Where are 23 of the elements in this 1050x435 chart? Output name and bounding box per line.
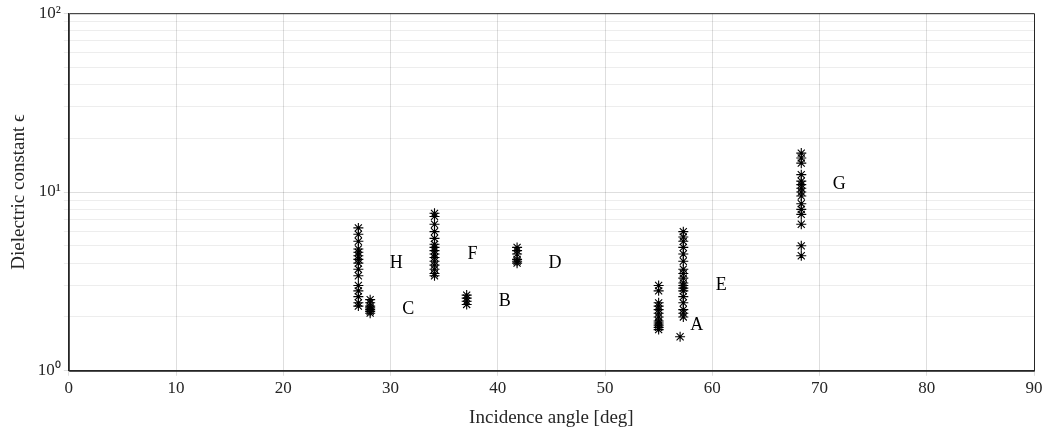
annotation: D	[548, 251, 562, 272]
annotation: A	[690, 313, 704, 334]
x-tick-label: 40	[489, 378, 507, 398]
annotation: H	[389, 251, 403, 272]
x-tick-label: 70	[811, 378, 829, 398]
x-axis-title: Incidence angle [deg]	[469, 405, 634, 427]
y-tick-label: 10¹	[38, 181, 61, 201]
y-tick-label: 10²	[38, 2, 61, 22]
x-tick-label: 90	[1025, 378, 1043, 398]
annotation: F	[467, 242, 478, 263]
x-tick-label: 50	[596, 378, 614, 398]
x-tick-label: 60	[703, 378, 721, 398]
annotation: C	[402, 298, 415, 319]
x-tick-label: 10	[167, 378, 185, 398]
y-tick-label: 10⁰	[37, 360, 61, 380]
x-tick-label: 80	[918, 378, 936, 398]
y-axis-title: Dielectric constant ϵ	[7, 113, 29, 270]
annotation: G	[832, 173, 846, 194]
annotation: B	[498, 289, 511, 310]
x-tick-label: 30	[382, 378, 400, 398]
x-tick-label: 20	[274, 378, 292, 398]
x-tick-label: 0	[64, 378, 74, 398]
annotation: E	[715, 274, 727, 295]
